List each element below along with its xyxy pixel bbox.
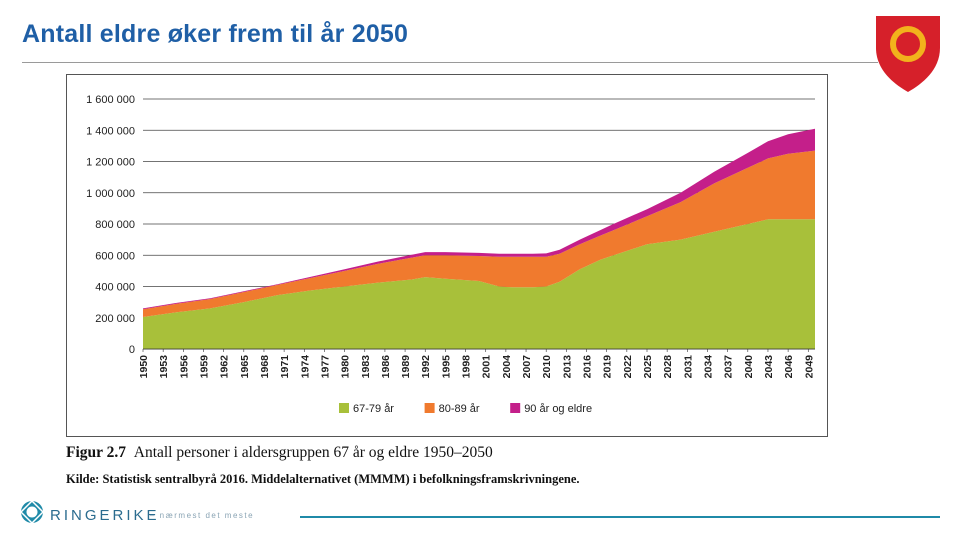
x-tick-label: 1950 bbox=[138, 355, 150, 379]
y-tick-label: 1 400 000 bbox=[86, 125, 135, 137]
x-tick-label: 1980 bbox=[340, 355, 352, 379]
municipality-crest-icon bbox=[876, 16, 940, 92]
y-tick-label: 0 bbox=[129, 344, 135, 356]
caption-label: Figur 2.7 bbox=[66, 444, 126, 461]
x-tick-label: 1953 bbox=[158, 355, 170, 379]
slide-title: Antall eldre øker frem til år 2050 bbox=[22, 20, 409, 48]
source-note: Kilde: Statistisk sentralbyrå 2016. Midd… bbox=[66, 472, 580, 486]
x-tick-label: 2025 bbox=[642, 355, 654, 379]
x-tick-label: 1986 bbox=[380, 355, 392, 379]
x-tick-label: 1962 bbox=[219, 355, 231, 379]
x-tick-label: 2031 bbox=[682, 355, 694, 379]
x-tick-label: 1983 bbox=[360, 355, 372, 379]
crest-shield bbox=[876, 16, 940, 92]
x-tick-label: 1959 bbox=[199, 355, 211, 379]
x-tick-label: 1998 bbox=[461, 355, 473, 379]
x-tick-label: 2007 bbox=[521, 355, 533, 379]
x-tick-label: 1977 bbox=[319, 355, 331, 379]
stacked-area-chart: 0 200 000 400 000 600 000 800 000 1 000 000 1 … bbox=[86, 94, 815, 415]
legend-label-1: 67-79 år bbox=[353, 403, 394, 415]
area-series-2 bbox=[143, 150, 815, 317]
x-tick-label: 2013 bbox=[561, 355, 573, 379]
title-divider bbox=[22, 62, 878, 63]
legend-swatch-3 bbox=[510, 403, 521, 413]
footer-tagline: – nærmest det meste bbox=[150, 511, 255, 520]
ringerike-logo-icon bbox=[20, 500, 44, 524]
crest-ring bbox=[890, 26, 926, 62]
x-tick-label: 2004 bbox=[501, 355, 513, 379]
x-tick-label: 2040 bbox=[743, 355, 755, 379]
x-tick-label: 2016 bbox=[582, 355, 594, 379]
x-tick-label: 1965 bbox=[239, 355, 251, 379]
footer-divider bbox=[300, 516, 940, 518]
footer-brand: RINGERIKE bbox=[50, 507, 160, 524]
x-tick-label: 1956 bbox=[178, 355, 190, 379]
y-tick-label: 1 000 000 bbox=[86, 188, 135, 200]
x-tick-label: 1989 bbox=[400, 355, 412, 379]
x-tick-label: 2037 bbox=[723, 355, 735, 379]
legend-swatch-1 bbox=[339, 403, 349, 413]
y-tick-label: 200 000 bbox=[95, 313, 135, 325]
x-tick-label: 1992 bbox=[420, 355, 432, 379]
x-tick-label: 2010 bbox=[541, 355, 553, 379]
x-tick-label: 2046 bbox=[783, 355, 795, 379]
y-tick-label: 1 600 000 bbox=[86, 94, 135, 106]
x-tick-label: 1971 bbox=[279, 355, 291, 379]
x-tick-label: 2034 bbox=[703, 355, 715, 379]
figure-caption: Figur 2.7 Antall personer i aldersgruppe… bbox=[66, 444, 493, 462]
x-tick-label: 1968 bbox=[259, 355, 271, 379]
x-tick-label: 2001 bbox=[481, 355, 493, 379]
y-tick-label: 1 200 000 bbox=[86, 157, 135, 169]
x-tick-label: 2049 bbox=[803, 355, 815, 379]
legend-swatch-2 bbox=[424, 403, 435, 413]
y-tick-label: 600 000 bbox=[95, 250, 135, 262]
x-tick-label: 2022 bbox=[622, 355, 634, 379]
area-series-1 bbox=[143, 219, 815, 349]
y-tick-label: 400 000 bbox=[95, 282, 135, 294]
legend-label-2: 80-89 år bbox=[439, 403, 480, 415]
x-tick-label: 2043 bbox=[763, 355, 775, 379]
chart-frame: 0 200 000 400 000 600 000 800 000 1 000 000 1 … bbox=[66, 74, 828, 437]
x-tick-label: 2028 bbox=[662, 355, 674, 379]
legend-label-3: 90 år og eldre bbox=[524, 403, 592, 415]
caption-text: Antall personer i aldersgruppen 67 år og… bbox=[133, 444, 493, 461]
x-tick-label: 1974 bbox=[299, 355, 311, 379]
x-tick-label: 2019 bbox=[602, 355, 614, 379]
x-tick-label: 1995 bbox=[440, 355, 452, 379]
y-tick-label: 800 000 bbox=[95, 219, 135, 231]
